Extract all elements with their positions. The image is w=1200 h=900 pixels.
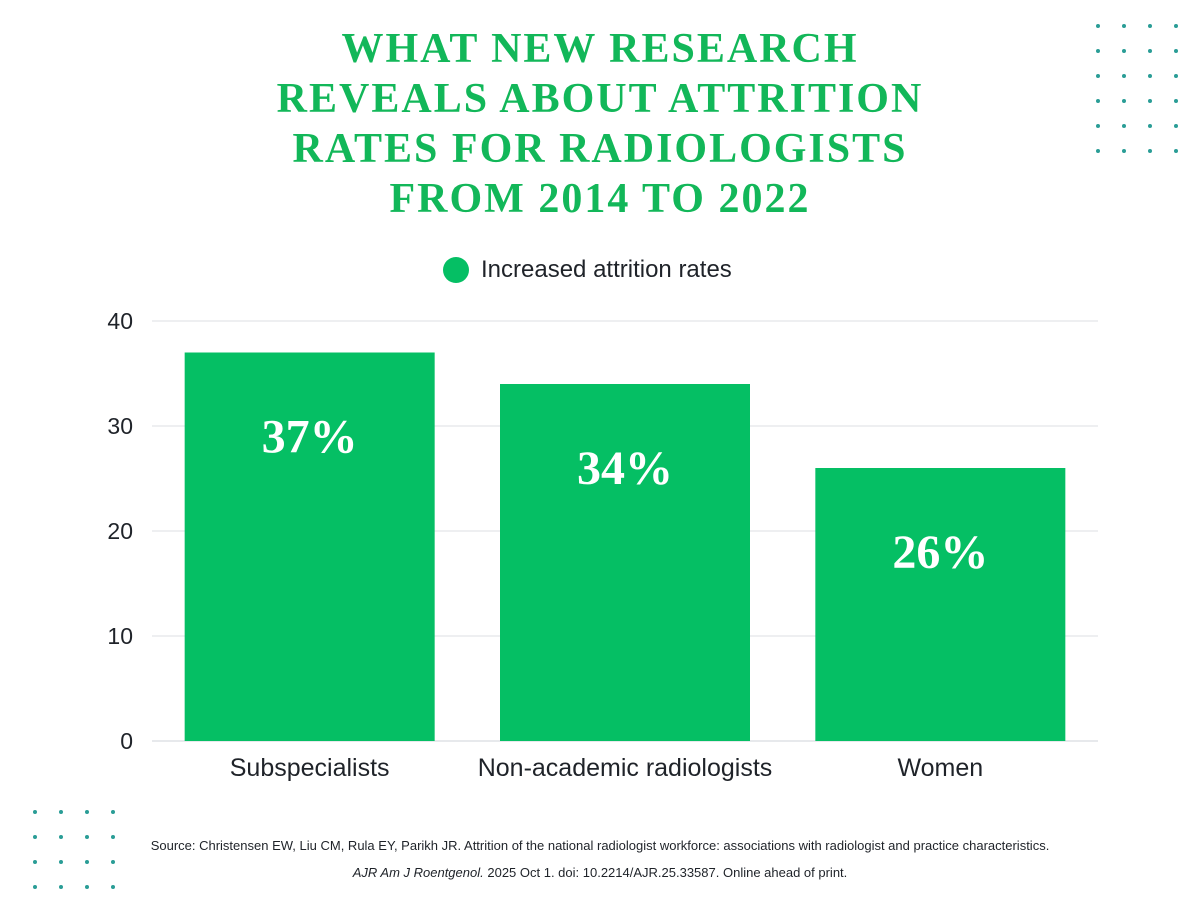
title-line: WHAT NEW RESEARCH <box>341 26 859 72</box>
decorative-dot <box>1096 49 1100 53</box>
decorative-dot <box>1096 99 1100 103</box>
decorative-dot <box>59 885 63 889</box>
decorative-dot <box>1096 74 1100 78</box>
source-text: Source: Christensen EW, Liu CM, Rula EY,… <box>150 838 1050 853</box>
decorative-dots-top-right <box>1096 24 1178 153</box>
source-citation: Source: Christensen EW, Liu CM, Rula EY,… <box>150 832 1050 886</box>
decorative-dot <box>1148 149 1152 153</box>
x-category-label: Non-academic radiologists <box>478 754 773 782</box>
decorative-dots-bottom-left <box>33 810 115 889</box>
decorative-dot <box>1174 124 1178 128</box>
decorative-dot <box>1122 49 1126 53</box>
title-line: RATES FOR RADIOLOGISTS <box>292 126 908 172</box>
decorative-dot <box>1174 99 1178 103</box>
y-tick-label: 40 <box>107 308 133 334</box>
bar <box>815 468 1066 741</box>
title-line: FROM 2014 TO 2022 <box>389 176 811 222</box>
decorative-dot <box>1148 99 1152 103</box>
decorative-dot <box>1096 24 1100 28</box>
bar-labels: 37% 34% 26% <box>262 411 989 580</box>
y-axis: 0 10 20 30 40 <box>107 308 133 754</box>
decorative-dot <box>1096 149 1100 153</box>
decorative-dot <box>1122 149 1126 153</box>
decorative-dot <box>1148 124 1152 128</box>
bar-data-label: 37% <box>262 411 358 464</box>
decorative-dot <box>1096 124 1100 128</box>
decorative-dot <box>33 835 37 839</box>
legend-swatch <box>443 257 469 283</box>
decorative-dot <box>1148 49 1152 53</box>
chart-title: WHAT NEW RESEARCH REVEALS ABOUT ATTRITIO… <box>150 24 1050 224</box>
y-tick-label: 0 <box>120 728 133 754</box>
source-journal: AJR Am J Roentgenol. <box>352 865 484 880</box>
decorative-dot <box>1174 24 1178 28</box>
x-category-label: Subspecialists <box>230 754 390 782</box>
decorative-dot <box>111 860 115 864</box>
chart-legend: Increased attrition rates <box>443 256 732 284</box>
decorative-dot <box>1122 24 1126 28</box>
decorative-dot <box>111 835 115 839</box>
decorative-dot <box>33 860 37 864</box>
source-details: 2025 Oct 1. doi: 10.2214/AJR.25.33587. O… <box>487 865 848 880</box>
bar <box>184 352 435 741</box>
decorative-dot <box>59 810 63 814</box>
x-category-label: Women <box>897 754 983 782</box>
decorative-dot <box>1122 74 1126 78</box>
decorative-dot <box>111 885 115 889</box>
decorative-dot <box>59 835 63 839</box>
decorative-dot <box>85 885 89 889</box>
decorative-dot <box>1122 124 1126 128</box>
bar-data-label: 26% <box>892 526 988 579</box>
decorative-dot <box>85 810 89 814</box>
decorative-dot <box>1174 149 1178 153</box>
decorative-dot <box>111 810 115 814</box>
decorative-dot <box>1174 49 1178 53</box>
y-tick-label: 10 <box>107 623 133 649</box>
title-line: REVEALS ABOUT ATTRITION <box>276 76 924 122</box>
decorative-dot <box>85 860 89 864</box>
bars <box>184 352 1066 741</box>
y-tick-label: 20 <box>107 518 133 544</box>
decorative-dot <box>1148 74 1152 78</box>
bar-data-label: 34% <box>577 442 673 495</box>
legend-label: Increased attrition rates <box>481 256 732 283</box>
decorative-dot <box>33 885 37 889</box>
decorative-dot <box>59 860 63 864</box>
x-axis: Subspecialists Non-academic radiologists W… <box>230 754 983 782</box>
decorative-dot <box>85 835 89 839</box>
decorative-dot <box>1174 74 1178 78</box>
decorative-dot <box>1122 99 1126 103</box>
decorative-dot <box>1148 24 1152 28</box>
decorative-dot <box>33 810 37 814</box>
bar <box>500 384 750 741</box>
y-tick-label: 30 <box>107 413 133 439</box>
